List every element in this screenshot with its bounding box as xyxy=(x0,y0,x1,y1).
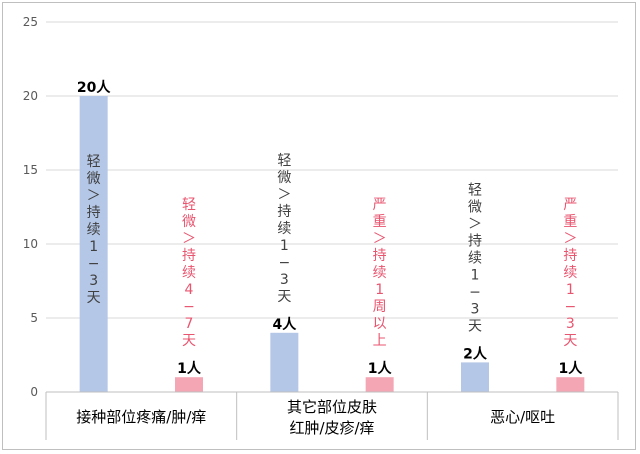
gridlines xyxy=(46,21,618,319)
category-label: 其它部位皮肤 xyxy=(287,398,377,416)
category-label: 接种部位疼痛/肿/痒 xyxy=(76,408,206,426)
y-tick-label: 25 xyxy=(23,15,38,29)
y-tick-label: 20 xyxy=(23,89,38,103)
y-tick-label: 5 xyxy=(30,311,38,325)
data-label: 2人 xyxy=(463,345,488,362)
data-labels: 20人 1人 4人 1人 2人 1人 xyxy=(77,79,583,377)
y-tick-label: 0 xyxy=(30,385,38,399)
bars xyxy=(79,96,585,392)
y-tick-label: 10 xyxy=(23,237,38,251)
bar-annotation: 严重＞持续 1 周以上 xyxy=(373,197,387,349)
data-label: 4人 xyxy=(272,316,297,333)
bar-annotation: 轻微＞持续 1−3 天 xyxy=(468,182,482,334)
category-label: 红肿/皮疹/痒 xyxy=(289,419,374,437)
data-label: 20人 xyxy=(77,79,111,96)
bar-annotation: 严重＞持续 1−3 天 xyxy=(563,197,577,349)
bar xyxy=(556,377,585,392)
bar xyxy=(365,377,394,392)
bar-annotations: 轻微＞持续 1−3 天 轻微＞持续 4−7 天 轻微＞持续 1−3 天 严重＞持续 1 周以上 轻微＞持… xyxy=(87,153,578,349)
data-label: 1人 xyxy=(558,360,583,377)
x-axis xyxy=(45,391,619,440)
bar xyxy=(175,377,203,392)
y-axis-ticks: 0 5 10 15 20 25 xyxy=(23,15,38,399)
data-label: 1人 xyxy=(177,360,202,377)
bar xyxy=(79,96,108,392)
category-label: 恶心/呕吐 xyxy=(490,408,555,426)
bar-annotation: 轻微＞持续 4−7 天 xyxy=(182,197,196,349)
bar-annotation: 轻微＞持续 1−3 天 xyxy=(87,154,101,306)
bar-annotation: 轻微＞持续 1−3 天 xyxy=(277,153,291,305)
y-tick-label: 15 xyxy=(23,163,38,177)
bar xyxy=(270,332,299,392)
data-label: 1人 xyxy=(368,360,393,377)
bar xyxy=(461,362,489,392)
